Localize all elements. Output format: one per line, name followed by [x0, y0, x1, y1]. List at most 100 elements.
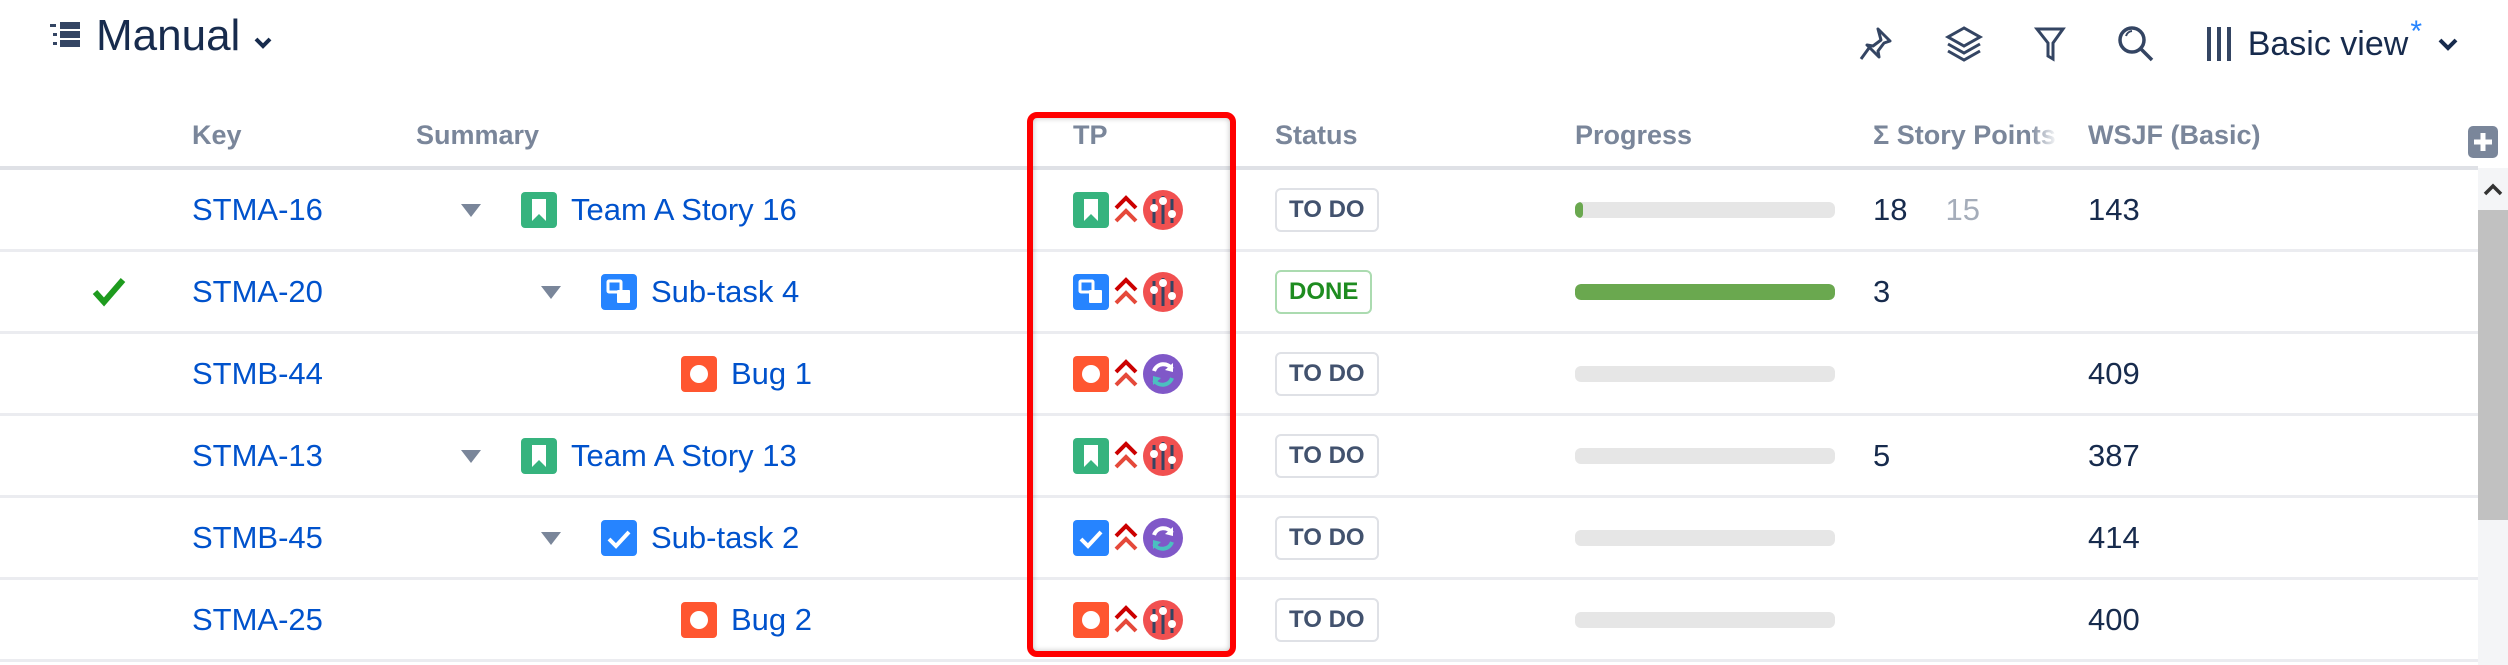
status-badge[interactable]: TO DO — [1275, 598, 1379, 642]
structure-title[interactable]: Manual — [48, 8, 272, 64]
story-points-value: 3 — [1873, 274, 1891, 309]
scrollbar-thumb[interactable] — [2478, 210, 2508, 520]
bug-type-icon — [1073, 602, 1109, 638]
wsjf-value: 143 — [2088, 192, 2140, 227]
issue-key-link[interactable]: STMB-44 — [192, 356, 323, 391]
progress-bar — [1575, 448, 1835, 464]
expand-toggle-icon[interactable] — [541, 531, 561, 545]
bug-type-icon — [681, 356, 717, 392]
sliders-icon — [1143, 190, 1183, 230]
story-type-icon — [1073, 438, 1109, 474]
sync-icon — [1143, 354, 1183, 394]
search-icon[interactable] — [2116, 24, 2156, 64]
progress-bar — [1575, 612, 1835, 628]
story-type-icon — [521, 192, 557, 228]
add-column-button[interactable] — [2468, 126, 2498, 158]
tp-cell — [1073, 580, 1183, 660]
wsjf-value: 409 — [2088, 356, 2140, 391]
column-header-story-points[interactable]: Σ Story Points — [1873, 120, 2056, 150]
tp-cell — [1073, 252, 1183, 332]
progress-bar — [1575, 530, 1835, 546]
story-points-value: 18 — [1873, 192, 1908, 227]
expand-toggle-icon[interactable] — [541, 285, 561, 299]
status-badge[interactable]: DONE — [1275, 270, 1373, 314]
toolbar: Basic view * — [1858, 14, 2458, 74]
wsjf-value: 400 — [2088, 602, 2140, 637]
issue-summary-link[interactable]: Bug 1 — [731, 356, 813, 391]
issue-summary-link[interactable]: Sub-task 2 — [651, 520, 800, 555]
column-header-key[interactable]: Key — [192, 120, 242, 150]
table-row[interactable]: STMA-25 Bug 2 TO DO 400 — [0, 580, 2478, 662]
issue-summary-link[interactable]: Sub-task 4 — [651, 274, 800, 309]
table-row[interactable]: STMB-45 Sub-task 2 TO DO 414 — [0, 498, 2478, 580]
status-badge[interactable]: TO DO — [1275, 188, 1379, 232]
view-name: Basic view — [2247, 24, 2409, 63]
issue-summary-link[interactable]: Team A Story 16 — [571, 192, 797, 227]
task-type-icon — [601, 520, 637, 556]
issue-key-link[interactable]: STMA-20 — [192, 274, 323, 309]
resolved-check-icon — [92, 252, 126, 332]
sliders-icon — [1143, 436, 1183, 476]
structure-name: Manual — [96, 11, 241, 60]
priority-highest-icon — [1113, 604, 1139, 636]
expand-toggle-icon[interactable] — [461, 203, 481, 217]
bug-type-icon — [1073, 356, 1109, 392]
expand-toggle-icon[interactable] — [461, 449, 481, 463]
priority-highest-icon — [1113, 358, 1139, 390]
priority-highest-icon — [1113, 194, 1139, 226]
table-row[interactable]: STMA-20 Sub-task 4 DONE 3 — [0, 252, 2478, 334]
progress-bar — [1575, 202, 1835, 218]
tp-cell — [1073, 170, 1183, 250]
layers-icon[interactable] — [1944, 25, 1984, 63]
header-divider — [0, 166, 2478, 170]
issue-key-link[interactable]: STMA-25 — [192, 602, 323, 637]
story-points-own-value: 15 — [1945, 192, 1980, 227]
table-row[interactable]: STMA-16 Team A Story 16 TO DO 18 15 143 — [0, 170, 2478, 252]
column-header-tp[interactable]: TP — [1073, 120, 1108, 150]
subtask-type-icon — [601, 274, 637, 310]
priority-highest-icon — [1113, 522, 1139, 554]
sliders-icon — [1143, 272, 1183, 312]
tp-cell — [1073, 416, 1183, 496]
story-type-icon — [521, 438, 557, 474]
progress-bar — [1575, 366, 1835, 382]
table-row[interactable]: STMA-13 Team A Story 13 TO DO 5 387 — [0, 416, 2478, 498]
priority-highest-icon — [1113, 440, 1139, 472]
chevron-down-icon — [2438, 37, 2458, 51]
story-type-icon — [1073, 192, 1109, 228]
wsjf-value: 414 — [2088, 520, 2140, 555]
subtask-type-icon — [1073, 274, 1109, 310]
column-header-progress[interactable]: Progress — [1575, 120, 1693, 150]
issue-summary-link[interactable]: Bug 2 — [731, 602, 813, 637]
tp-cell — [1073, 498, 1183, 578]
story-points-value: 5 — [1873, 438, 1891, 473]
filter-icon[interactable] — [2033, 25, 2066, 63]
tp-column-highlight — [1027, 112, 1236, 657]
table-row[interactable]: STMB-44 Bug 1 TO DO 409 — [0, 334, 2478, 416]
column-header-wsjf[interactable]: WSJF (Basic) — [2088, 120, 2261, 150]
scroll-up-button[interactable] — [2478, 168, 2508, 210]
structure-icon — [48, 11, 82, 61]
issue-key-link[interactable]: STMA-16 — [192, 192, 323, 227]
issue-key-link[interactable]: STMB-45 — [192, 520, 323, 555]
issue-summary-link[interactable]: Team A Story 13 — [571, 438, 797, 473]
view-modified-mark: * — [2410, 15, 2422, 48]
columns-icon — [2206, 26, 2232, 62]
view-selector[interactable]: Basic view * — [2206, 15, 2458, 64]
bug-type-icon — [681, 602, 717, 638]
column-header-status[interactable]: Status — [1275, 120, 1358, 150]
status-badge[interactable]: TO DO — [1275, 352, 1379, 396]
chevron-down-icon[interactable] — [254, 11, 272, 61]
column-header-summary[interactable]: Summary — [416, 120, 540, 150]
tp-cell — [1073, 334, 1183, 414]
sliders-icon — [1143, 600, 1183, 640]
status-badge[interactable]: TO DO — [1275, 516, 1379, 560]
task-type-icon — [1073, 520, 1109, 556]
priority-highest-icon — [1113, 276, 1139, 308]
status-badge[interactable]: TO DO — [1275, 434, 1379, 478]
issue-key-link[interactable]: STMA-13 — [192, 438, 323, 473]
sync-icon — [1143, 518, 1183, 558]
pin-icon[interactable] — [1858, 26, 1894, 62]
progress-bar — [1575, 284, 1835, 300]
wsjf-value: 387 — [2088, 438, 2140, 473]
